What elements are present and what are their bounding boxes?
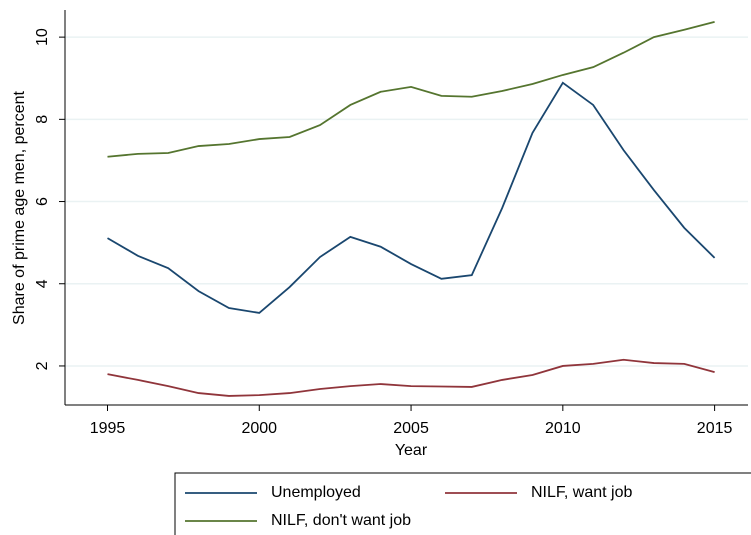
legend-label: NILF, don't want job [271, 512, 411, 529]
x-tick-label: 2010 [545, 420, 581, 437]
y-tick-label: 10 [34, 28, 51, 46]
series-line [107, 358, 715, 397]
x-tick-label: 1995 [90, 420, 126, 437]
legend-box [174, 472, 751, 535]
y-tick-label: 2 [34, 361, 51, 370]
y-axis-title: Share of prime age men, percent [11, 90, 28, 324]
legend-label: Unemployed [271, 484, 361, 501]
series-line [107, 21, 715, 158]
x-axis-title: Year [395, 442, 428, 459]
x-tick-label: 2015 [697, 420, 733, 437]
y-tick-label: 6 [34, 197, 51, 206]
x-tick-label: 2000 [241, 420, 277, 437]
series-line [107, 81, 716, 314]
y-tick-label: 8 [34, 115, 51, 124]
legend-label: NILF, want job [531, 484, 632, 501]
y-tick-label: 4 [34, 279, 51, 288]
x-tick-label: 2005 [393, 420, 429, 437]
